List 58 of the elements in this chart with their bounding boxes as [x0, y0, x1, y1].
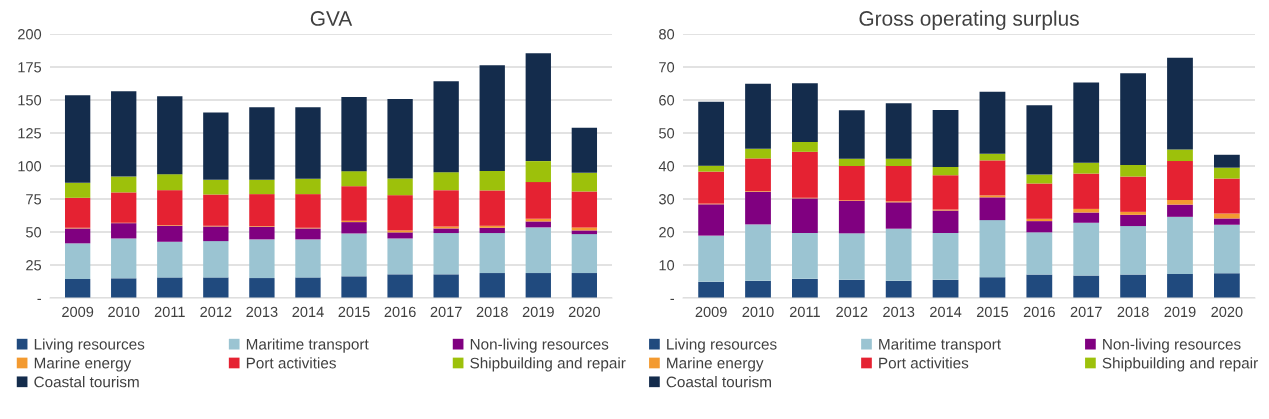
legend-label: Non-living resources [470, 338, 609, 353]
y-tick-label: 50 [659, 128, 675, 139]
y-tick-label: 20 [659, 227, 675, 238]
x-tick-label: 2009 [695, 306, 727, 318]
y-tick-label: 150 [18, 95, 42, 106]
legend-label: Shipbuilding and repair [470, 357, 626, 372]
y-tick-label: 40 [658, 161, 675, 172]
y-tick-label: 10 [659, 260, 675, 271]
y-tick-label: 60 [659, 95, 675, 106]
y-tick-label: 70 [659, 62, 675, 73]
legend-label: Living resources [34, 338, 145, 353]
legend-label: Non-living resources [1103, 338, 1241, 353]
x-tick-label: 2020 [568, 306, 601, 318]
x-tick-label: 2017 [1070, 306, 1102, 318]
y-tick-label: - [37, 298, 42, 300]
chart-title: Gross operating surplus [859, 10, 1079, 30]
x-tick-label: 2016 [384, 306, 416, 318]
x-tick-label: 2011 [789, 306, 820, 318]
x-tick-label: 2018 [476, 306, 508, 318]
legend-label: Maritime transport [879, 338, 1001, 353]
x-tick-label: 2010 [742, 306, 774, 318]
x-tick-label: 2018 [1117, 306, 1149, 318]
x-tick-label: 2012 [200, 306, 232, 318]
x-tick-label: 2015 [338, 306, 370, 318]
y-tick-label: 25 [26, 260, 42, 271]
y-tick-label: 50 [26, 227, 42, 238]
x-tick-label: 2014 [930, 306, 962, 318]
x-tick-label: 2017 [430, 306, 462, 318]
y-tick-label: 200 [18, 29, 42, 40]
x-tick-label: 2012 [836, 306, 868, 318]
x-tick-label: 2011 [154, 306, 185, 318]
y-tick-label: 30 [659, 194, 675, 205]
legend-label: Marine energy [34, 357, 132, 372]
legend-label: Port activities [879, 357, 969, 369]
x-tick-label: 2014 [292, 306, 324, 318]
x-tick-label: 2016 [1023, 306, 1055, 318]
y-tick-label: 80 [659, 29, 675, 40]
chart-title: GVA [310, 11, 353, 26]
y-tick-label: 100 [18, 161, 42, 172]
x-tick-label: 2019 [522, 306, 554, 318]
x-tick-label: 2013 [883, 306, 915, 318]
legend-label: Living resources [667, 338, 777, 353]
x-tick-label: 2013 [246, 306, 278, 318]
x-tick-label: 2019 [1164, 306, 1196, 318]
legend-label: Coastal tourism [34, 376, 139, 388]
x-tick-label: 2010 [108, 306, 140, 318]
y-tick-label: - [670, 298, 675, 300]
x-tick-label: 2015 [976, 306, 1009, 318]
x-tick-label: 2020 [1211, 306, 1243, 318]
legend-label: Shipbuilding and repair [1102, 357, 1258, 372]
legend-label: Marine energy [667, 357, 764, 372]
y-tick-label: 175 [18, 62, 42, 73]
y-tick-label: 75 [26, 194, 42, 205]
y-tick-label: 125 [18, 128, 42, 139]
x-tick-label: 2009 [62, 306, 94, 318]
legend-label: Coastal tourism [666, 376, 771, 388]
legend-label: Port activities [246, 357, 336, 369]
legend-label: Maritime transport [246, 338, 369, 353]
